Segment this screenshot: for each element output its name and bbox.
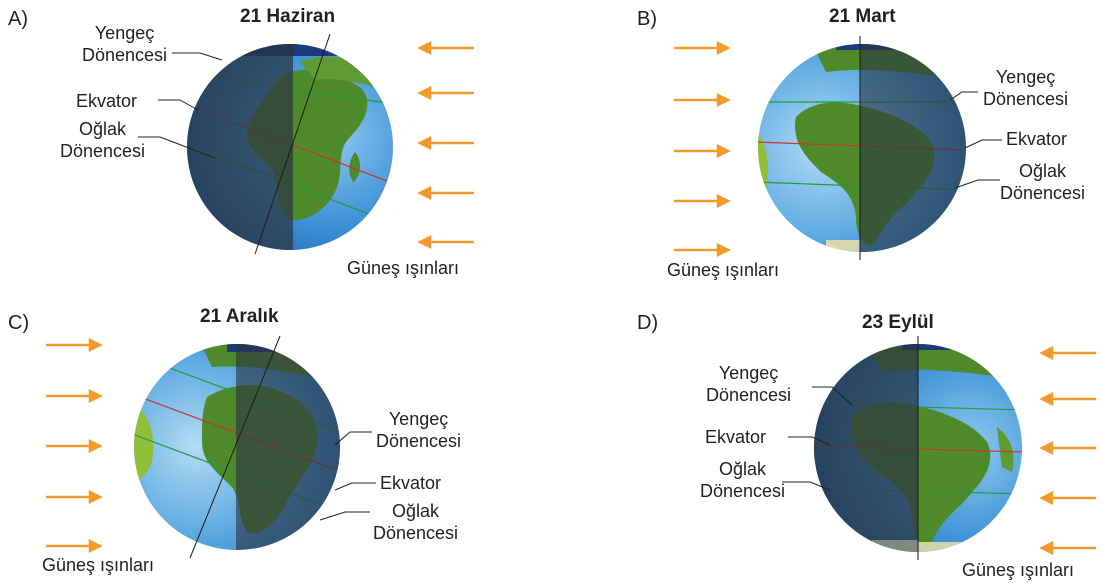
label-tropic-of-cancer: Yengeç Dönencesi [706, 363, 792, 405]
label-tropic-of-cancer: Yengeç Dönencesi [376, 409, 462, 451]
label-tropic-of-cancer: Yengeç Dönencesi [983, 67, 1069, 109]
panel-title: 23 Eylül [862, 312, 934, 333]
earth-globe [134, 335, 340, 559]
label-tropic-of-capricorn: Oğlak Dönencesi [700, 459, 786, 501]
sun-rays-label: Güneş ışınları [667, 260, 780, 280]
panel-a: A) 21 Haziran Yengeç Dönencesi Ekvator O… [0, 0, 551, 292]
panel-title: 21 Aralık [200, 306, 279, 327]
label-tropic-of-capricorn: Oğlak Dönencesi [60, 119, 146, 161]
label-equator: Ekvator [705, 427, 767, 447]
panel-b: B) 21 Mart Güneş ışınları [0, 0, 1102, 292]
earth-globe [814, 336, 1022, 560]
sun-ray-arrows [46, 337, 103, 554]
sun-ray-arrows [417, 40, 474, 250]
earth-globe [187, 33, 393, 255]
label-tropic-of-cancer: Yengeç Dönencesi [82, 23, 168, 65]
panel-title: 21 Haziran [240, 6, 336, 27]
label-equator: Ekvator [1006, 129, 1068, 149]
label-tropic-of-capricorn: Oğlak Dönencesi [1000, 161, 1086, 203]
sun-ray-arrows [1039, 345, 1096, 556]
earth-globe [758, 36, 966, 260]
panel-letter: A) [8, 8, 28, 30]
label-equator: Ekvator [380, 473, 442, 493]
sun-rays-label: Güneş ışınları [347, 258, 460, 278]
panel-letter: B) [637, 8, 657, 30]
panel-title: 21 Mart [829, 6, 896, 27]
label-equator: Ekvator [76, 91, 138, 111]
sun-rays-label: Güneş ışınları [962, 560, 1075, 580]
sun-rays-label: Güneş ışınları [42, 555, 155, 575]
sun-ray-arrows [674, 40, 731, 258]
panel-letter: C) [8, 312, 30, 334]
label-tropic-of-capricorn: Oğlak Dönencesi [373, 501, 459, 543]
panel-c: C) 21 Aralık Güneş ışınları [8, 306, 462, 575]
panel-letter: D) [637, 312, 659, 334]
